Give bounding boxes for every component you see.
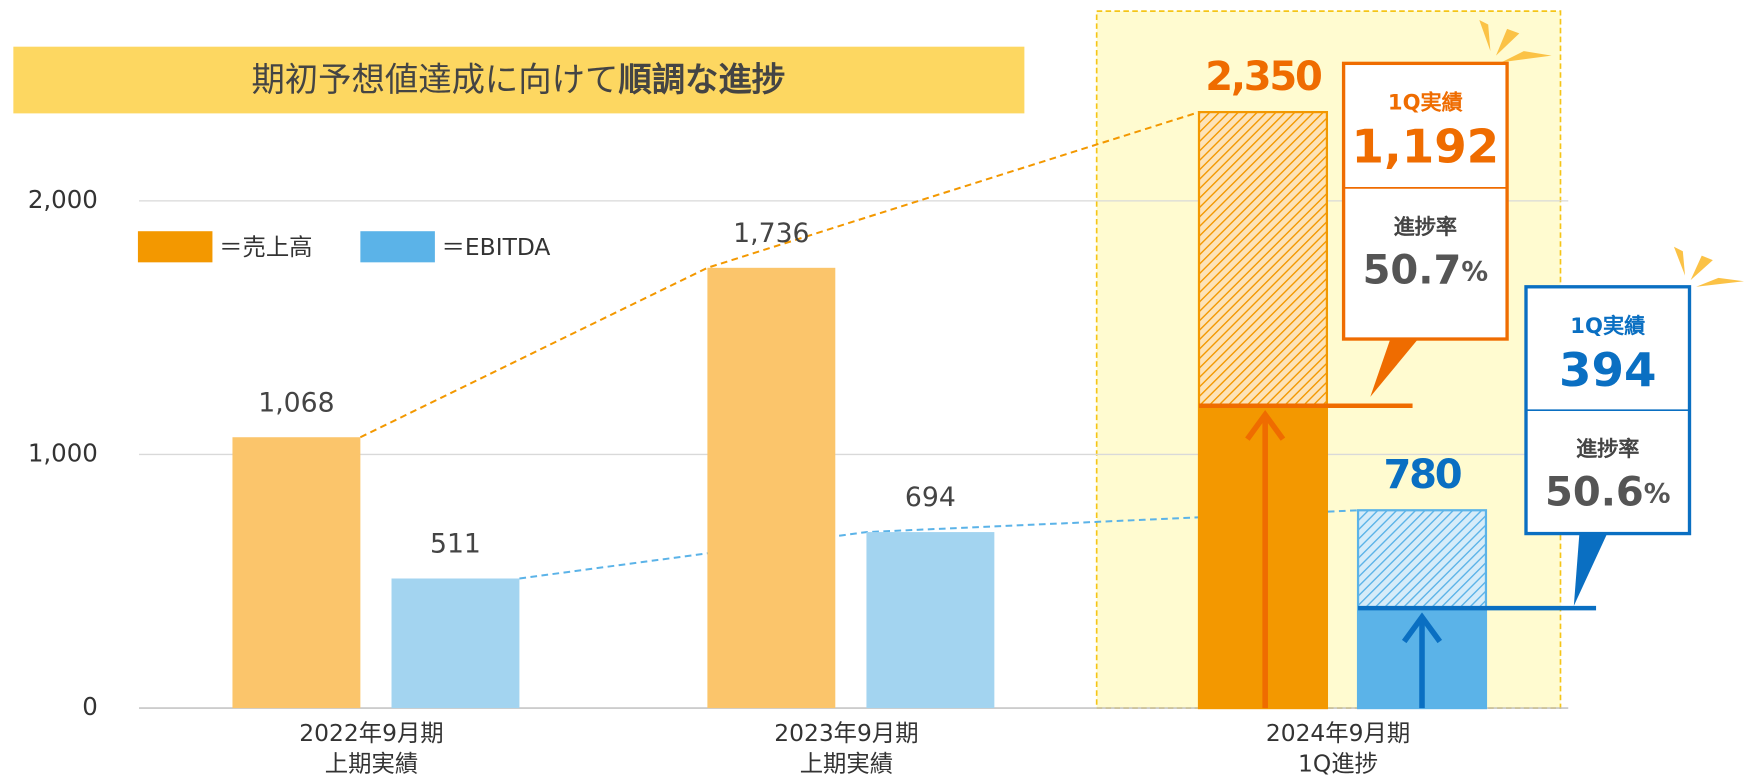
callout-box [1341,61,1509,341]
arrow-head [1245,409,1286,441]
trend-line [359,111,1200,439]
legend-prefix: ＝ [442,232,465,260]
legend-swatch [360,231,435,263]
legend-swatch [137,231,213,263]
arrow-head [1401,612,1443,644]
rate-unit: % [1461,256,1488,287]
y-tick-label: 2,000 [28,185,98,214]
rate-heading: 進捗率 [1576,436,1639,461]
callout-value: 394 [1559,344,1656,398]
value-label: 694 [905,482,956,513]
legend-prefix: ＝ [219,232,242,260]
legend-label: ＝EBITDA [442,232,551,260]
x-tick-label: 上期実績 [800,749,893,777]
legend-name: EBITDA [465,232,550,260]
x-tick-label: 2023年9月期 [774,719,918,747]
value-label: 1,736 [733,218,809,249]
rate-heading: 進捗率 [1394,214,1457,239]
title-banner [13,46,1025,114]
value-label: 2,350 [1205,54,1321,100]
callout-value: 1,192 [1351,121,1499,175]
value-label: 780 [1384,452,1461,498]
callout-heading: 1Q実績 [1388,89,1463,114]
legend-name: 売上高 [242,232,312,260]
chart-title: 期初予想値達成に向けて順調な進捗 [251,60,785,99]
callout-heading: 1Q実績 [1570,313,1645,338]
x-tick-label: 2022年9月期 [299,719,443,747]
callout-pointer [1573,533,1608,606]
rate-value: 50.6 [1545,470,1644,516]
y-tick-label: 1,000 [28,438,98,467]
legend-label: ＝売上高 [219,232,312,260]
y-tick-label: 0 [82,692,98,721]
bar [707,267,836,709]
title-emphasis: 順調な進捗 [618,60,785,99]
value-label: 511 [430,529,481,560]
rate-text: 50.6% [1545,470,1671,516]
value-label: 1,068 [258,387,334,418]
x-tick-label: 1Q進捗 [1298,749,1378,777]
x-tick-label: 2024年9月期 [1266,719,1410,747]
x-tick-label: 上期実績 [325,749,418,777]
rate-text: 50.7% [1363,247,1489,293]
title-text: 期初予想値達成に向けて [251,60,618,99]
rate-value: 50.7 [1363,247,1462,293]
bar [391,578,520,709]
burst [1479,20,1744,287]
bar [866,532,995,709]
bar [232,437,361,709]
rate-unit: % [1644,478,1671,509]
